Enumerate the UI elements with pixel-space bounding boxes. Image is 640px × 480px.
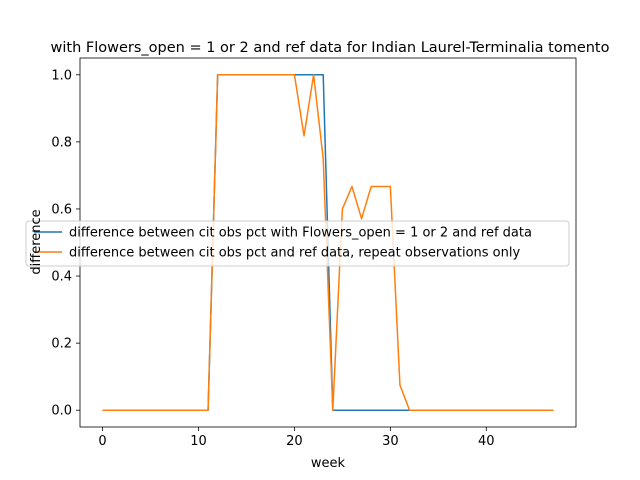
legend-label-1: difference between cit obs pct with Flow… bbox=[69, 226, 532, 241]
y-tick-label: 0.6 bbox=[51, 202, 72, 217]
y-tick-label: 0.4 bbox=[51, 270, 72, 285]
legend-label-2: difference between cit obs pct and ref d… bbox=[69, 246, 520, 261]
y-tick-label: 1.0 bbox=[51, 68, 72, 83]
x-axis-label: week bbox=[311, 456, 346, 471]
y-axis-label: difference bbox=[29, 209, 44, 274]
series-line-2 bbox=[102, 74, 554, 411]
chart-title: with Flowers_open = 1 or 2 and ref data … bbox=[51, 40, 610, 56]
x-tick-label: 0 bbox=[98, 434, 106, 449]
y-tick-label: 0.8 bbox=[51, 135, 72, 150]
plot-area: 0 10 20 30 40 0.0 0.2 0.4 0.6 0.8 1.0 difference be… bbox=[25, 57, 577, 449]
y-tick-label: 0.2 bbox=[51, 337, 72, 352]
x-tick-label: 20 bbox=[286, 434, 303, 449]
legend-box bbox=[25, 220, 570, 267]
x-tick-label: 30 bbox=[382, 434, 399, 449]
x-tick-label: 10 bbox=[190, 434, 207, 449]
y-tick-label: 0.0 bbox=[51, 404, 72, 419]
x-tick-label: 40 bbox=[478, 434, 495, 449]
